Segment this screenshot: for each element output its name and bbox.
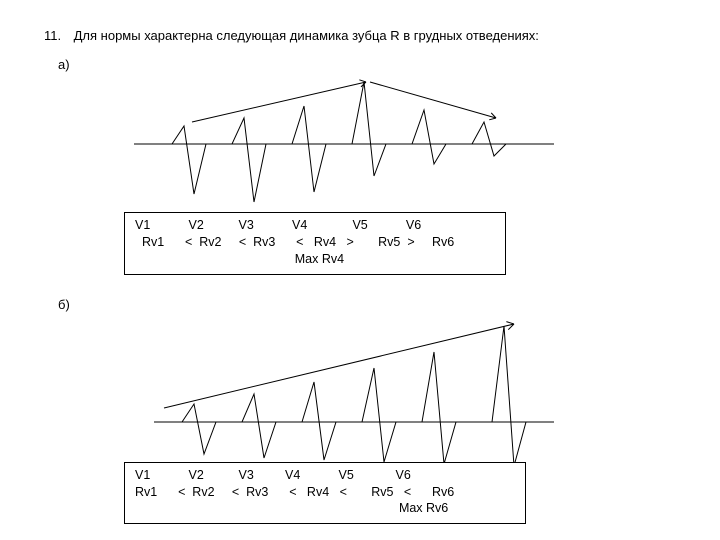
option-a-figure — [124, 72, 676, 212]
caption-line: Rv1 < Rv2 < Rv3 < Rv4 > Rv5 > Rv6 — [135, 234, 495, 251]
option-b-label: б) — [58, 297, 676, 312]
caption-line: Rv1 < Rv2 < Rv3 < Rv4 < Rv5 < Rv6 — [135, 484, 515, 501]
question-number: 11. — [44, 28, 70, 43]
caption-line: Max Rv6 — [135, 500, 515, 517]
question-text: Для нормы характерна следующая динамика … — [74, 28, 539, 43]
ecg-waveform-b — [124, 312, 554, 462]
ecg-waveform-a — [124, 72, 554, 212]
option-a-caption: V1 V2 V3 V4 V5 V6 Rv1 < Rv2 < Rv3 < Rv4 … — [124, 212, 506, 275]
question-line: 11. Для нормы характерна следующая динам… — [44, 28, 676, 43]
caption-line: V1 V2 V3 V4 V5 V6 — [135, 217, 495, 234]
option-a-label: а) — [58, 57, 676, 72]
option-b-caption: V1 V2 V3 V4 V5 V6Rv1 < Rv2 < Rv3 < Rv4 <… — [124, 462, 526, 525]
option-b-figure — [124, 312, 676, 462]
caption-line: Max Rv4 — [135, 251, 495, 268]
caption-line: V1 V2 V3 V4 V5 V6 — [135, 467, 515, 484]
